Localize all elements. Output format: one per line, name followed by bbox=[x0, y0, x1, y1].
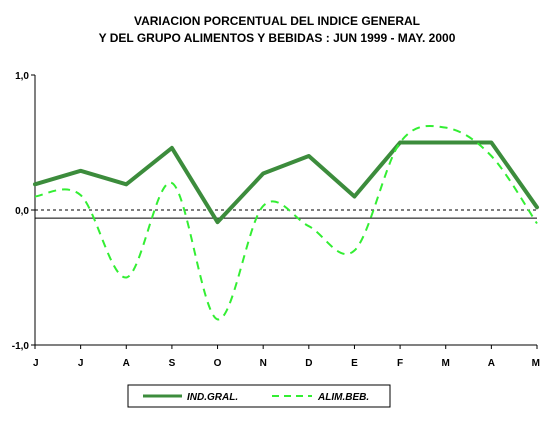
y-tick-label: -1,0 bbox=[12, 341, 30, 352]
legend: IND.GRAL. ALIM.BEB. bbox=[127, 384, 391, 408]
x-tick-label: D bbox=[305, 358, 312, 369]
x-tick-label: O bbox=[214, 358, 222, 369]
x-tick-label: N bbox=[260, 358, 267, 369]
series-layer bbox=[33, 124, 539, 321]
x-tick-label: F bbox=[397, 358, 403, 369]
chart-title-line-2: Y DEL GRUPO ALIMENTOS Y BEBIDAS : JUN 19… bbox=[99, 31, 456, 45]
x-tick-label: S bbox=[169, 358, 176, 369]
series-line-alim-beb bbox=[34, 124, 538, 321]
legend-label-alim-beb: ALIM.BEB. bbox=[317, 392, 369, 403]
axes: 1,00,0-1,0J J A S O N D E F M A M bbox=[12, 71, 540, 369]
x-tick-label: E bbox=[351, 358, 358, 369]
legend-box bbox=[127, 384, 391, 408]
y-tick-label: 0,0 bbox=[15, 206, 29, 217]
x-tick-label: J bbox=[33, 358, 39, 369]
x-tick-label: A bbox=[123, 358, 130, 369]
chart-title-line-1: VARIACION PORCENTUAL DEL INDICE GENERAL bbox=[134, 14, 420, 28]
y-tick-label: 1,0 bbox=[15, 71, 29, 82]
series-line-ind-gral bbox=[33, 140, 539, 225]
x-tick-label: A bbox=[488, 358, 495, 369]
x-tick-label: J bbox=[78, 358, 84, 369]
legend-label-ind-gral: IND.GRAL. bbox=[187, 392, 238, 403]
x-tick-label: M bbox=[442, 358, 450, 369]
x-tick-label: M bbox=[532, 358, 540, 369]
